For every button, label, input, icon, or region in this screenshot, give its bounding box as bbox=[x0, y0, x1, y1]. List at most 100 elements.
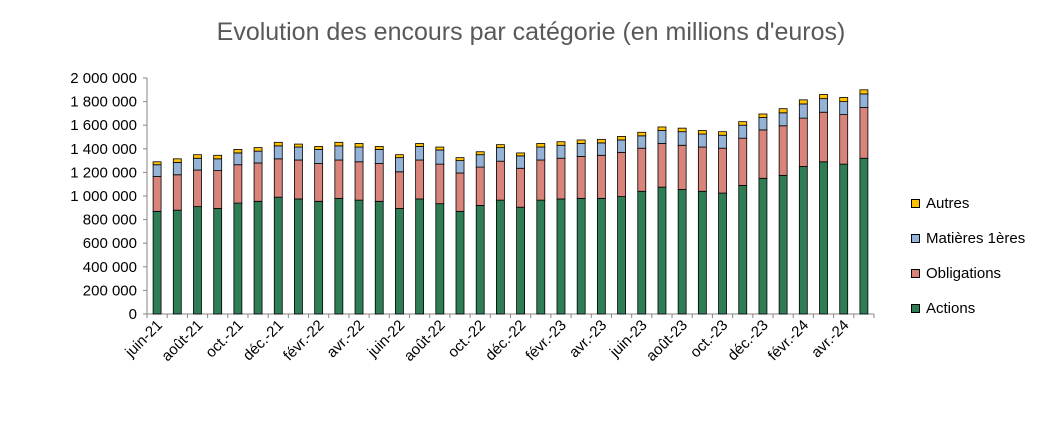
bar-segment-mati-res-1-res bbox=[576, 143, 586, 157]
bar-segment-actions bbox=[435, 203, 445, 315]
bar-segment-mati-res-1-res bbox=[657, 130, 667, 144]
bar-segment-actions bbox=[657, 186, 667, 315]
bar-segment-obligations bbox=[657, 143, 667, 188]
bar-segment-actions bbox=[213, 207, 223, 315]
bar-segment-obligations bbox=[213, 170, 223, 209]
bar-segment-mati-res-1-res bbox=[435, 149, 445, 165]
bar-segment-autres bbox=[556, 141, 566, 146]
x-tick-label: déc.-22 bbox=[482, 317, 529, 364]
bar-segment-autres bbox=[738, 121, 748, 126]
bar-segment-autres bbox=[294, 143, 303, 148]
bar-segment-actions bbox=[576, 197, 586, 315]
bar-segment-autres bbox=[718, 131, 727, 136]
bar-segment-autres bbox=[193, 154, 202, 159]
bar-segment-autres bbox=[677, 127, 687, 133]
legend-item-autres: Autres bbox=[911, 186, 1025, 221]
bar-segment-autres bbox=[798, 99, 808, 105]
y-tick-label: 2 000 000 bbox=[70, 70, 137, 87]
bar-segment-autres bbox=[233, 148, 243, 154]
bar-segment-obligations bbox=[193, 169, 202, 208]
bar-segment-mati-res-1-res bbox=[253, 150, 263, 164]
bar-segment-obligations bbox=[576, 156, 586, 199]
bar-segment-actions bbox=[859, 157, 869, 315]
bar-segment-autres bbox=[758, 113, 768, 118]
bar-segment-mati-res-1-res bbox=[718, 134, 727, 149]
bar-segment-obligations bbox=[455, 172, 465, 212]
bar-segment-mati-res-1-res bbox=[374, 148, 384, 164]
bar-segment-autres bbox=[415, 143, 425, 147]
y-tick-label: 200 000 bbox=[83, 282, 137, 299]
chart-legend: Autres Matières 1ères Obligations Action… bbox=[911, 186, 1025, 326]
bar-segment-autres bbox=[253, 147, 263, 152]
bar-segment-obligations bbox=[334, 159, 344, 199]
bar-segment-mati-res-1-res bbox=[738, 124, 748, 139]
y-tick-label: 400 000 bbox=[83, 259, 137, 276]
legend-item-obligations: Obligations bbox=[911, 256, 1025, 291]
bar-segment-obligations bbox=[819, 111, 828, 163]
legend-item-actions: Actions bbox=[911, 291, 1025, 326]
chart-title: Evolution des encours par catégorie (en … bbox=[216, 18, 846, 46]
bar-segment-obligations bbox=[758, 129, 768, 179]
x-tick-label: août-23 bbox=[643, 317, 691, 365]
y-tick-label: 1 200 000 bbox=[70, 164, 137, 181]
bar-segment-actions bbox=[172, 209, 182, 315]
bar-segment-actions bbox=[415, 198, 425, 315]
x-tick-label: oct.-21 bbox=[202, 317, 246, 361]
bar-segment-autres bbox=[314, 146, 324, 150]
bar-segment-autres bbox=[778, 108, 788, 114]
bar-segment-obligations bbox=[253, 162, 263, 202]
bar-segment-obligations bbox=[718, 147, 727, 194]
bar-segment-actions bbox=[294, 198, 303, 315]
y-tick-label: 800 000 bbox=[83, 212, 137, 229]
x-tick-label: déc.-21 bbox=[240, 317, 287, 364]
bar-segment-actions bbox=[374, 200, 384, 315]
bar-segment-autres bbox=[617, 136, 626, 141]
bar-segment-mati-res-1-res bbox=[839, 101, 849, 115]
bar-segment-obligations bbox=[697, 146, 707, 192]
bar-segment-actions bbox=[839, 163, 849, 315]
x-tick-label: août-22 bbox=[401, 317, 449, 365]
bar-segment-autres bbox=[213, 154, 223, 160]
legend-swatch-autres bbox=[911, 199, 920, 208]
bar-segment-actions bbox=[596, 197, 606, 315]
legend-label-autres: Autres bbox=[926, 195, 970, 212]
bar-segment-obligations bbox=[374, 163, 384, 202]
bar-segment-autres bbox=[354, 143, 364, 148]
bar-segment-obligations bbox=[637, 147, 647, 192]
bar-segment-obligations bbox=[778, 125, 788, 176]
bar-segment-actions bbox=[758, 177, 768, 315]
bar-segment-actions bbox=[516, 206, 525, 315]
y-tick-label: 1 000 000 bbox=[70, 188, 137, 205]
bar-segment-mati-res-1-res bbox=[819, 98, 828, 113]
bar-segment-mati-res-1-res bbox=[455, 160, 465, 174]
bar-segment-obligations bbox=[536, 159, 546, 201]
bar-segment-actions bbox=[354, 199, 364, 315]
bar-segment-obligations bbox=[617, 151, 626, 197]
bar-segment-actions bbox=[273, 196, 283, 315]
y-tick-label: 1 400 000 bbox=[70, 141, 137, 158]
bar-segment-mati-res-1-res bbox=[172, 161, 182, 176]
bar-segment-mati-res-1-res bbox=[415, 146, 425, 161]
bar-segment-actions bbox=[475, 205, 485, 315]
bar-segment-autres bbox=[395, 154, 404, 159]
bar-segment-actions bbox=[233, 202, 243, 315]
bar-segment-obligations bbox=[738, 137, 748, 186]
bar-segment-actions bbox=[819, 161, 828, 315]
bar-segment-mati-res-1-res bbox=[758, 117, 768, 131]
bar-segment-mati-res-1-res bbox=[193, 157, 202, 171]
bar-segment-autres bbox=[374, 146, 384, 150]
y-tick-label: 1 800 000 bbox=[70, 94, 137, 111]
x-tick-label: oct.-22 bbox=[445, 317, 489, 361]
bar-segment-autres bbox=[657, 126, 667, 131]
legend-swatch-matieres bbox=[911, 234, 920, 243]
bar-segment-actions bbox=[334, 197, 344, 315]
bar-segment-mati-res-1-res bbox=[596, 142, 606, 156]
bar-segment-actions bbox=[798, 166, 808, 315]
y-tick-label: 1 600 000 bbox=[70, 117, 137, 134]
x-tick-label: févr.-23 bbox=[522, 317, 569, 364]
legend-label-actions: Actions bbox=[926, 300, 976, 317]
bar-segment-mati-res-1-res bbox=[354, 146, 364, 163]
bar-segment-autres bbox=[859, 89, 869, 95]
bar-segment-actions bbox=[617, 196, 626, 315]
bar-segment-obligations bbox=[233, 164, 243, 204]
